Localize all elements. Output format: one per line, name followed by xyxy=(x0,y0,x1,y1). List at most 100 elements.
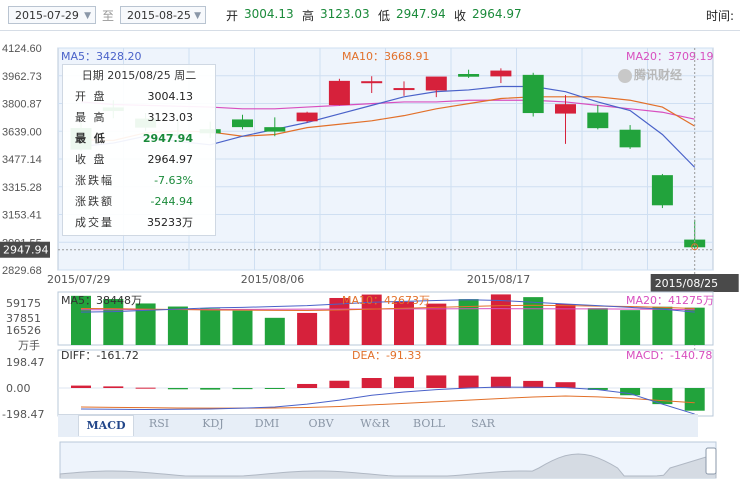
chevron-down-icon: ▼ xyxy=(194,11,201,21)
tooltip-row: 开 盘 3004.13 xyxy=(75,87,205,107)
macd-bar xyxy=(490,376,511,388)
volume-bar xyxy=(200,308,221,345)
low-label: 低 xyxy=(378,9,391,23)
tooltip-row-label: 涨跌幅 xyxy=(75,174,114,187)
ma20-label: MA20：3709.19 xyxy=(626,50,714,63)
candle-body xyxy=(555,104,576,114)
tab-obv[interactable]: OBV xyxy=(308,417,334,430)
macd-label: MACD：-140.78 xyxy=(626,349,712,362)
current-price-label: 2947.94 xyxy=(3,244,49,257)
tab-macd[interactable]: MACD xyxy=(78,415,134,436)
tooltip-row-value: 2964.97 xyxy=(147,153,194,166)
kline-xtick-label: 2015/08/17 xyxy=(467,273,530,286)
volume-bar xyxy=(652,306,673,345)
tooltip-row: 最 高 3123.03 xyxy=(75,108,205,128)
tab-sar[interactable]: SAR xyxy=(471,417,495,430)
volume-bar xyxy=(684,307,705,345)
macd-dea-line xyxy=(80,395,695,409)
kline-ytick-label: 3477.14 xyxy=(2,154,42,166)
macd-bar xyxy=(71,385,91,388)
tab-dmi[interactable]: DMI xyxy=(254,417,280,430)
macd-bar xyxy=(264,388,285,389)
end-date-select[interactable]: 2015-08-25 ▼ xyxy=(120,6,206,24)
volume-bar xyxy=(555,304,576,345)
date-toolbar: 2015-07-29 ▼ 至 2015-08-25 ▼ 开 3004.13 高 … xyxy=(0,0,740,31)
cursor-date-label: 2015/08/25 xyxy=(655,277,718,290)
candle-body xyxy=(490,70,512,77)
volume-bar xyxy=(426,303,447,345)
volume-bar xyxy=(587,308,608,345)
kline-ytick-label: 3639.00 xyxy=(2,126,42,138)
volume-bar xyxy=(103,299,124,345)
kline-xtick-label: 2015/07/29 xyxy=(47,273,110,286)
tooltip-row-label: 最 高 xyxy=(75,111,107,124)
tooltip-row-value: -244.94 xyxy=(150,195,193,208)
tooltip-row-label: 最 低 xyxy=(75,132,107,145)
macd-bar xyxy=(523,380,544,388)
macd-bar xyxy=(135,387,156,389)
tooltip-row-value: -7.63% xyxy=(154,174,193,187)
end-date-value: 2015-08-25 xyxy=(127,9,191,22)
macd-bar xyxy=(297,383,318,388)
kline-ytick-label: 3315.28 xyxy=(2,182,42,194)
candle-body xyxy=(587,112,609,129)
start-date-select[interactable]: 2015-07-29 ▼ xyxy=(8,6,96,24)
candle-body xyxy=(458,74,480,77)
range-separator: 至 xyxy=(102,9,115,23)
range-navigator[interactable] xyxy=(59,441,717,479)
tooltip-row-value: 35233万 xyxy=(147,216,193,229)
start-date-value: 2015-07-29 xyxy=(15,9,79,22)
macd-bar xyxy=(103,386,124,388)
candle-body xyxy=(425,76,447,91)
macd-bar xyxy=(620,388,641,396)
tooltip-row-label: 收 盘 xyxy=(75,153,107,166)
volume-bar xyxy=(620,310,641,345)
volume-bar xyxy=(490,294,511,345)
tooltip-row: 收 盘 2964.97 xyxy=(75,150,205,170)
tab-kdj[interactable]: KDJ xyxy=(202,417,224,430)
candle-body xyxy=(619,129,641,148)
tab-boll[interactable]: BOLL xyxy=(413,417,445,430)
navigator-handle xyxy=(705,447,717,475)
tooltip-row-label: 成交量 xyxy=(75,216,114,229)
close-label: 收 xyxy=(454,9,467,23)
kline-ytick-label: 2829.68 xyxy=(2,265,42,277)
tooltip-row: 涨跌额 -244.94 xyxy=(75,192,205,212)
volume-bar xyxy=(264,317,285,345)
vol-ma5-label: MA5：38448万 xyxy=(61,294,142,307)
macd-bar xyxy=(361,378,382,388)
tooltip-row-value: 3004.13 xyxy=(147,90,194,103)
volume-unit-label: 万手 xyxy=(18,338,40,352)
candle-body xyxy=(264,127,286,132)
macd-bar xyxy=(684,388,705,411)
macd-ytick-label: 0.00 xyxy=(6,382,31,395)
macd-bar xyxy=(200,388,221,390)
kline-ytick-label: 3962.73 xyxy=(2,71,42,83)
candle-body xyxy=(393,88,415,91)
logo-icon xyxy=(618,68,632,83)
macd-bar xyxy=(232,388,253,390)
candle-body xyxy=(361,81,383,84)
tab-wr[interactable]: W&R xyxy=(360,417,390,430)
macd-bar xyxy=(394,376,414,388)
volume-bar xyxy=(232,310,253,345)
volume-bar xyxy=(361,294,382,345)
macd-dif-line xyxy=(80,386,695,415)
tooltip-row: 涨跌幅 -7.63% xyxy=(75,171,205,191)
tooltip-date: 日期 2015/08/25 周二 xyxy=(81,69,197,82)
volume-ytick-label: 16526 xyxy=(6,324,41,337)
cursor-date-box xyxy=(650,274,739,292)
volume-ytick-label: 59175 xyxy=(6,297,41,310)
tooltip-row: 最 低 2947.94 xyxy=(75,129,205,149)
volume-bar xyxy=(135,303,156,345)
tab-rsi[interactable]: RSI xyxy=(148,417,170,430)
ohlc-tooltip: 日期 2015/08/25 周二 开 盘 3004.13 最 高 3123.03 最 低… xyxy=(62,64,216,236)
macd-ytick-label: 198.47 xyxy=(6,356,45,369)
kline-xtick-label: 2015/08/06 xyxy=(241,273,304,286)
candle-body xyxy=(522,74,544,114)
volume-ytick-label: 37851 xyxy=(6,312,41,325)
candle-body xyxy=(328,80,350,106)
low-value: 2947.94 xyxy=(396,7,446,21)
macd-bar xyxy=(458,375,479,388)
